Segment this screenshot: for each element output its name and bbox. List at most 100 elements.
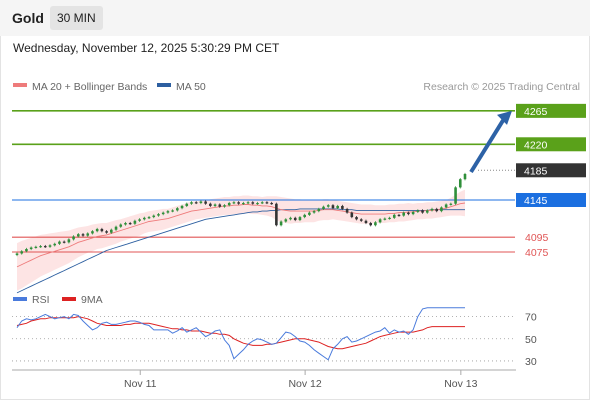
level-tag-4220	[516, 137, 586, 152]
projection-arrow-shaft	[469, 117, 506, 174]
legend-label: MA 50	[176, 81, 206, 93]
candle	[270, 202, 273, 205]
candle	[341, 205, 344, 209]
candle	[251, 202, 255, 204]
candle	[336, 205, 339, 209]
candle	[411, 211, 415, 215]
candle	[147, 217, 151, 219]
candle	[312, 211, 316, 213]
candle	[25, 249, 28, 252]
x-tick-label: Nov 13	[444, 378, 477, 390]
candle	[58, 241, 61, 244]
level-label-4075: 4075	[525, 247, 549, 259]
x-tick-label: Nov 11	[124, 378, 157, 390]
candle	[119, 224, 123, 227]
candle	[458, 179, 462, 188]
candle	[171, 210, 174, 212]
candle	[39, 246, 42, 248]
level-label-4185: 4185	[524, 165, 548, 177]
candle	[20, 251, 24, 254]
candle	[260, 202, 264, 204]
candle	[67, 239, 71, 243]
candle	[293, 217, 297, 221]
candle	[237, 202, 240, 204]
candle	[350, 212, 354, 218]
header-bar: Gold 30 MIN	[0, 0, 590, 36]
candle	[298, 217, 302, 221]
candle	[449, 203, 453, 205]
candle	[322, 206, 325, 209]
candle	[430, 208, 434, 211]
candle	[435, 208, 439, 212]
candle	[128, 223, 132, 225]
candle	[194, 202, 198, 204]
candle	[279, 221, 283, 226]
candle	[317, 208, 321, 212]
level-tag-4265	[516, 103, 586, 118]
legend-label: MA 20 + Bollinger Bands	[32, 81, 147, 93]
candle	[397, 214, 401, 217]
candle	[359, 219, 363, 221]
candle	[166, 211, 170, 213]
candle	[86, 233, 90, 236]
candle	[284, 219, 288, 222]
timestamp: Wednesday, November 12, 2025 5:30:29 PM …	[13, 41, 280, 55]
instrument-title: Gold	[12, 10, 44, 26]
rsi-tick-label: 50	[525, 334, 537, 346]
candle	[308, 212, 311, 215]
candle	[53, 243, 57, 246]
candle	[100, 228, 104, 232]
candle	[232, 202, 236, 204]
rsi-9ma-line	[16, 316, 465, 350]
candle	[289, 217, 292, 220]
rsi-legend-label: 9MA	[81, 294, 103, 306]
level-tag-4145	[516, 193, 586, 207]
candle	[355, 217, 358, 220]
rsi-legend-label: RSI	[32, 294, 50, 306]
timeframe-button[interactable]: 30 MIN	[50, 6, 103, 30]
candle	[138, 219, 141, 221]
candle	[402, 212, 405, 216]
candle	[227, 202, 231, 206]
projection-arrowhead	[497, 110, 512, 125]
candle	[62, 241, 66, 243]
candle	[242, 202, 245, 205]
candle	[388, 217, 391, 220]
candle	[213, 204, 217, 206]
candle	[374, 222, 377, 226]
level-tag-4185	[516, 163, 586, 178]
legend-swatch-ma50	[157, 83, 171, 87]
level-label-4220: 4220	[524, 139, 548, 151]
candle	[152, 215, 156, 218]
candle	[29, 247, 33, 250]
level-label-4265: 4265	[524, 106, 548, 118]
candle	[378, 219, 382, 223]
rsi-tick-label: 70	[525, 312, 537, 324]
candle	[81, 234, 85, 236]
candle	[91, 231, 94, 234]
rsi-tick-label: 30	[525, 356, 537, 368]
candle	[34, 246, 38, 248]
candle	[199, 201, 203, 203]
candle	[185, 203, 189, 206]
candle	[190, 202, 193, 204]
candle	[425, 210, 429, 213]
candle	[444, 204, 448, 208]
candle	[256, 202, 259, 205]
candle	[463, 174, 467, 180]
candle	[421, 210, 424, 213]
candle	[133, 220, 137, 224]
candle	[326, 205, 330, 207]
candle	[124, 223, 127, 225]
candle	[204, 201, 207, 204]
candle	[143, 217, 146, 220]
level-label-4095: 4095	[525, 232, 549, 244]
candle	[454, 187, 457, 204]
candle	[77, 234, 80, 237]
rsi-line	[16, 307, 465, 361]
candle	[407, 212, 410, 215]
candle	[223, 205, 226, 207]
ma20-line	[16, 202, 466, 268]
candle	[157, 214, 160, 216]
candle	[383, 218, 387, 220]
